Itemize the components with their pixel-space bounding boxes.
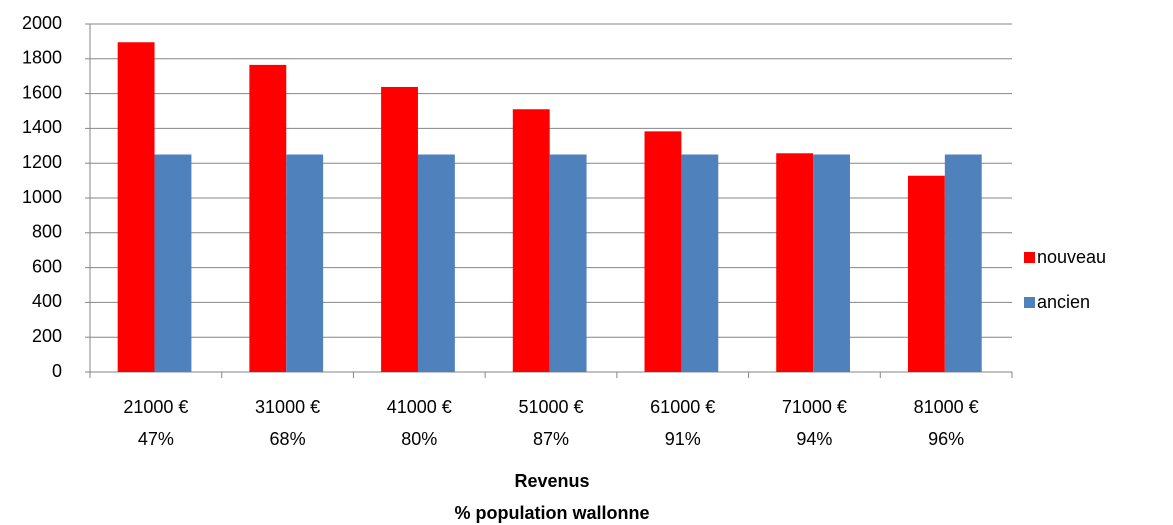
bar xyxy=(417,154,455,372)
bar xyxy=(813,154,850,372)
x-tick-label: 31000 € xyxy=(255,397,320,417)
bar xyxy=(549,154,587,372)
y-tick-label: 600 xyxy=(32,256,62,276)
x-tick-label: 91% xyxy=(665,429,701,449)
bar xyxy=(154,154,192,372)
bar xyxy=(776,153,814,372)
x-tick-label: 96% xyxy=(928,429,964,449)
x-tick-label: 47% xyxy=(138,429,174,449)
x-axis-label: Revenus xyxy=(514,471,589,491)
y-tick-label: 2000 xyxy=(22,13,62,33)
x-tick-label: 51000 € xyxy=(518,397,583,417)
y-tick-label: 1000 xyxy=(22,187,62,207)
bar xyxy=(644,131,682,372)
x-tick-label: 61000 € xyxy=(650,397,715,417)
legend-label: ancien xyxy=(1037,292,1090,312)
x-tick-label: 41000 € xyxy=(387,397,452,417)
bar xyxy=(512,109,550,372)
y-tick-label: 1800 xyxy=(22,48,62,68)
y-tick-label: 200 xyxy=(32,326,62,346)
x-tick-label: 21000 € xyxy=(123,397,188,417)
bar xyxy=(249,64,287,372)
bar xyxy=(907,175,945,372)
x-axis-label: % population wallonne xyxy=(455,503,650,523)
x-tick-label: 87% xyxy=(533,429,569,449)
legend-swatch xyxy=(1024,252,1035,263)
bar xyxy=(944,154,982,372)
legend-label: nouveau xyxy=(1037,247,1106,267)
bar xyxy=(381,86,418,372)
x-tick-label: 94% xyxy=(796,429,832,449)
legend-swatch xyxy=(1024,297,1035,308)
y-tick-label: 1200 xyxy=(22,152,62,172)
bar xyxy=(286,154,324,372)
y-tick-label: 400 xyxy=(32,291,62,311)
y-tick-label: 0 xyxy=(52,361,62,381)
x-tick-label: 71000 € xyxy=(782,397,847,417)
y-tick-label: 1400 xyxy=(22,117,62,137)
x-tick-label: 81000 € xyxy=(914,397,979,417)
y-tick-label: 800 xyxy=(32,222,62,242)
bar xyxy=(117,42,155,373)
x-tick-label: 80% xyxy=(401,429,437,449)
x-tick-label: 68% xyxy=(270,429,306,449)
bar xyxy=(681,154,719,372)
y-tick-label: 1600 xyxy=(22,82,62,102)
